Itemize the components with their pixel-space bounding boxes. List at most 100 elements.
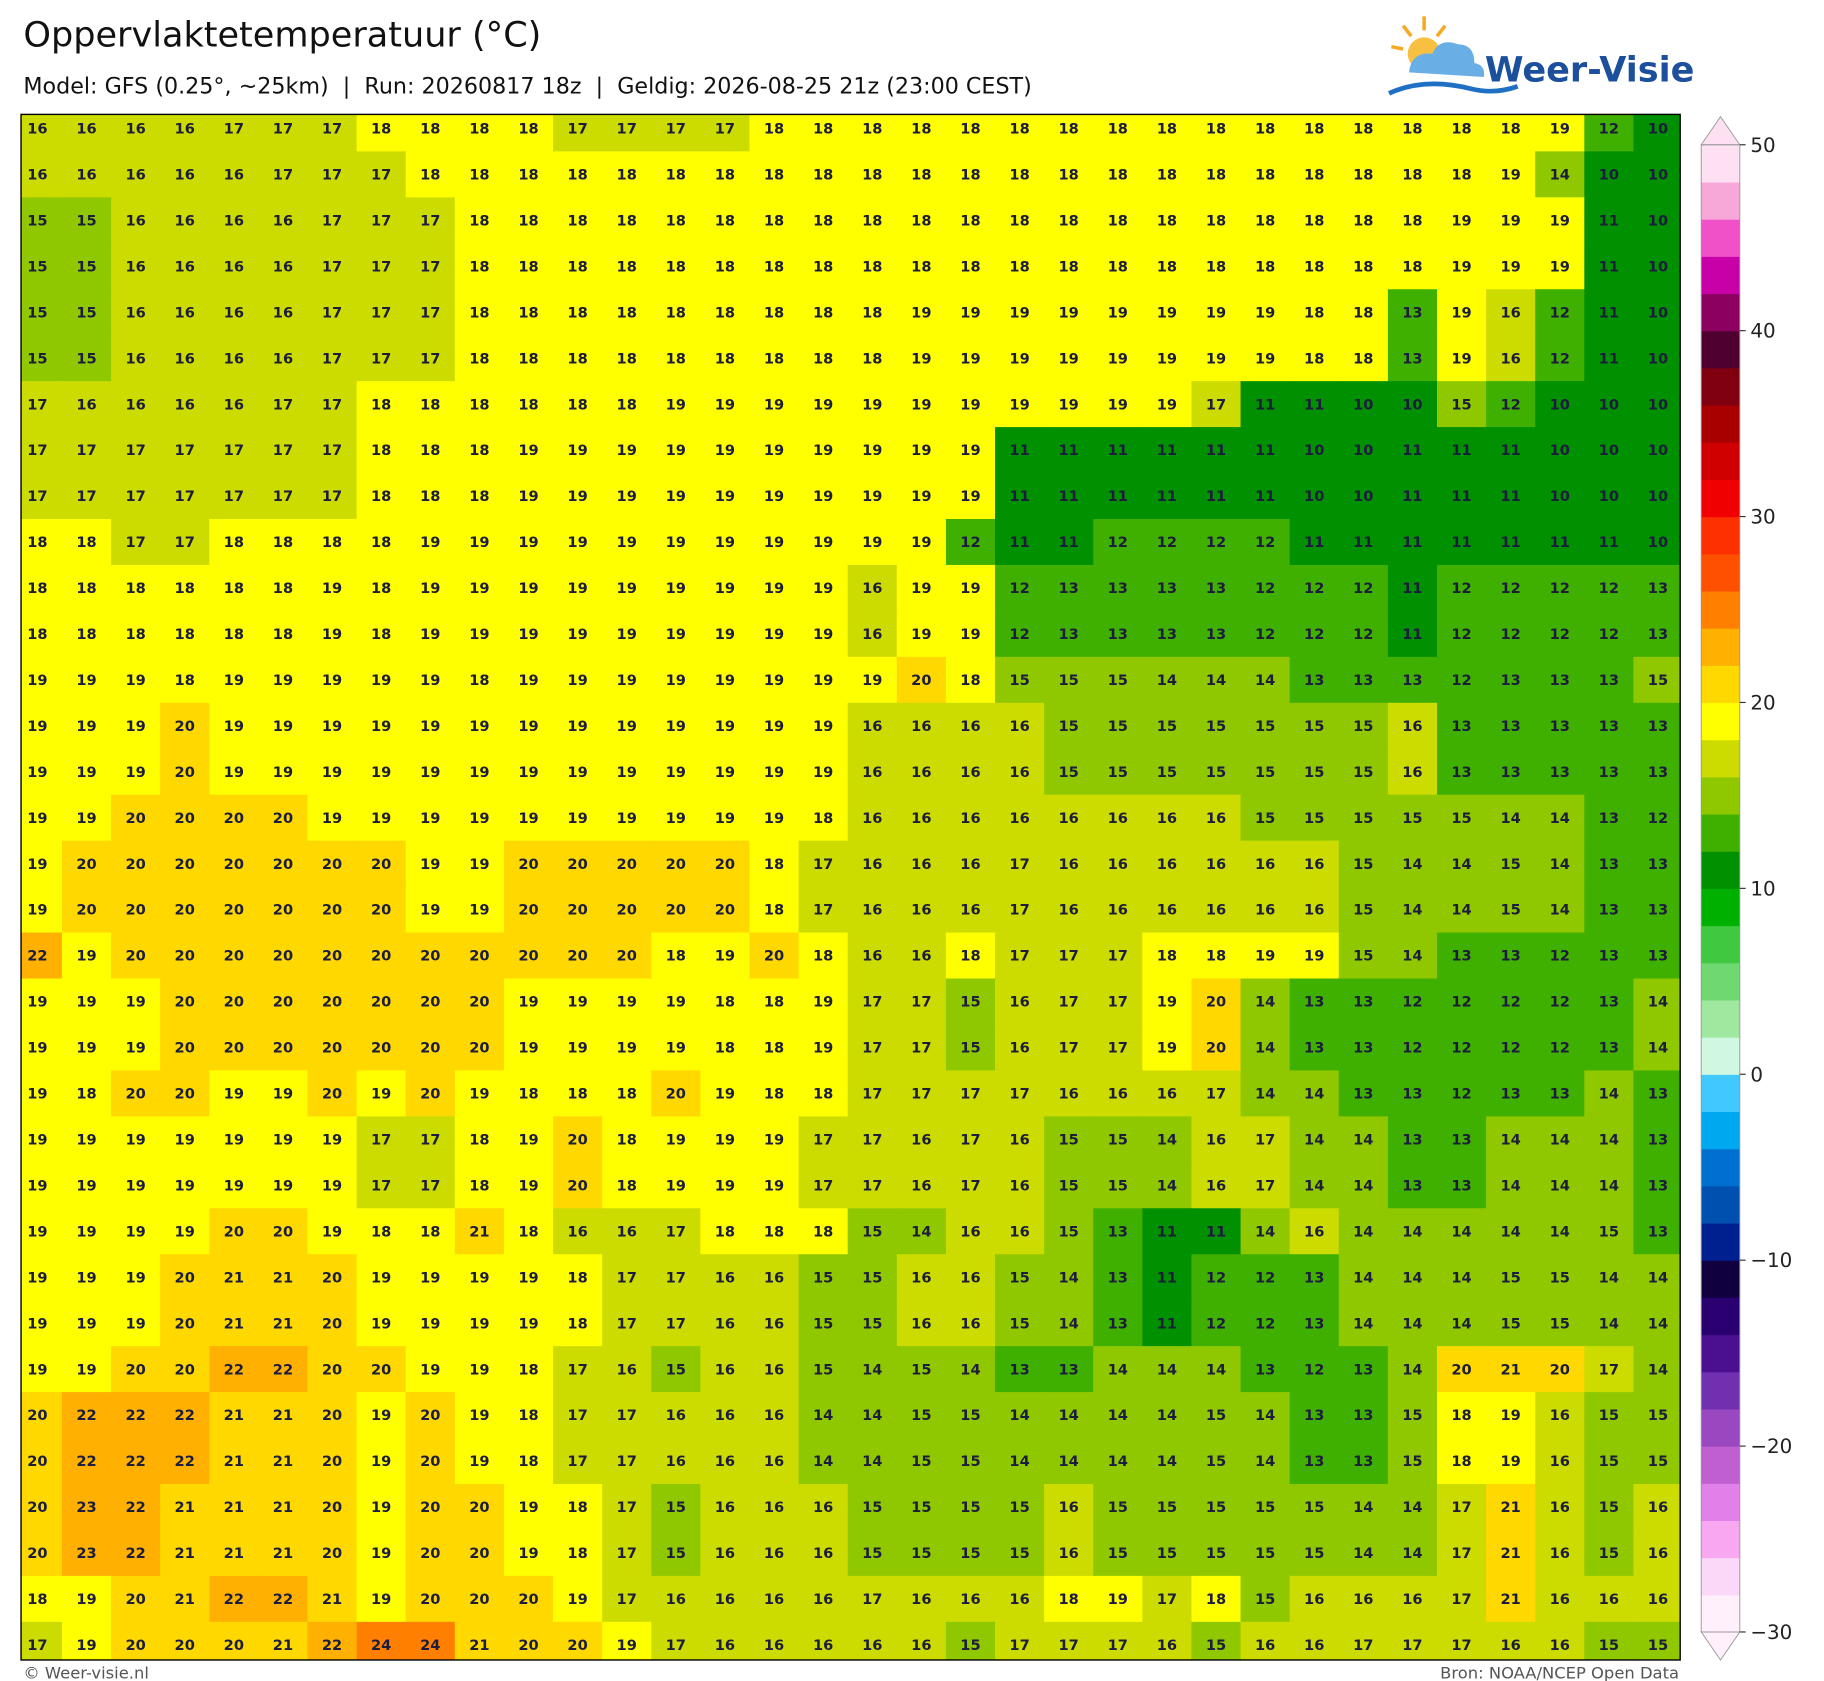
cell-value: 14 <box>1451 1223 1471 1240</box>
cell-value: 19 <box>617 1040 637 1057</box>
grid-cell <box>1338 1070 1389 1118</box>
grid-cell <box>454 932 505 980</box>
cell-value: 18 <box>27 626 47 643</box>
cell-value: 17 <box>1255 1177 1275 1194</box>
grid-cell <box>798 1024 849 1072</box>
grid-cell <box>1535 1208 1586 1255</box>
grid-cell <box>847 932 898 980</box>
cell-value: 17 <box>1353 1637 1373 1654</box>
cell-value: 13 <box>1648 856 1668 873</box>
grid-cell <box>1142 564 1193 612</box>
cell-value: 14 <box>1353 1269 1373 1286</box>
grid-cell <box>1240 610 1291 658</box>
cell-value: 16 <box>715 1361 735 1378</box>
cell-value: 10 <box>1402 396 1422 413</box>
cell-value: 14 <box>1451 856 1471 873</box>
grid-cell <box>700 1392 751 1439</box>
cell-value: 19 <box>175 1132 195 1149</box>
grid-cell <box>1240 1300 1291 1347</box>
grid-cell <box>1486 1438 1536 1485</box>
grid-cell <box>405 114 456 153</box>
grid-cell <box>1142 1208 1193 1255</box>
grid-cell <box>1240 794 1291 842</box>
grid-cell <box>21 114 63 153</box>
cell-value: 13 <box>1599 994 1619 1011</box>
grid-cell <box>749 114 800 153</box>
grid-cell <box>1584 335 1635 382</box>
grid-cell <box>1093 243 1144 290</box>
grid-cell <box>111 656 161 704</box>
grid-cell <box>1535 1346 1586 1393</box>
colorbar-band <box>1701 1408 1740 1447</box>
grid-cell <box>651 114 702 153</box>
grid-cell <box>1338 473 1389 520</box>
logo: Weer-Visie <box>1388 16 1694 96</box>
grid-cell <box>553 748 603 796</box>
grid-cell <box>1142 1024 1193 1072</box>
cell-value: 17 <box>862 1591 882 1608</box>
grid-cell <box>651 1208 702 1255</box>
cell-value: 18 <box>1009 258 1029 275</box>
cell-value: 19 <box>371 810 391 827</box>
cell-value: 11 <box>1255 396 1275 413</box>
grid-cell <box>160 1254 210 1301</box>
cell-value: 19 <box>518 672 538 689</box>
cell-value: 15 <box>666 1545 686 1562</box>
grid-cell <box>1436 932 1487 980</box>
cell-value: 17 <box>371 304 391 321</box>
grid-cell <box>1633 518 1681 566</box>
cell-value: 19 <box>567 534 587 551</box>
cell-value: 18 <box>567 1269 587 1286</box>
cell-value: 21 <box>224 1453 244 1470</box>
grid-cell <box>307 518 358 566</box>
grid-cell <box>847 1208 898 1255</box>
cell-value: 18 <box>764 167 784 184</box>
cell-value: 21 <box>1500 1499 1520 1516</box>
cell-value: 18 <box>715 212 735 229</box>
grid-cell <box>1093 381 1144 428</box>
grid-cell <box>111 932 161 980</box>
grid-cell <box>1338 1300 1389 1347</box>
grid-cell <box>356 702 407 750</box>
grid-cell <box>454 886 505 934</box>
cell-value: 15 <box>1648 1407 1668 1424</box>
grid-cell <box>1142 381 1193 428</box>
grid-cell <box>700 381 751 428</box>
cell-value: 20 <box>469 1040 489 1057</box>
grid-cell <box>651 564 702 612</box>
grid-cell <box>61 151 112 199</box>
cell-value: 18 <box>518 121 538 138</box>
cell-value: 19 <box>960 350 980 367</box>
grid-cell <box>1486 243 1536 290</box>
colorbar-band <box>1701 1557 1740 1596</box>
grid-cell <box>1191 518 1242 566</box>
cell-value: 18 <box>469 488 489 505</box>
grid-cell <box>1486 794 1536 842</box>
cell-value: 21 <box>1500 1591 1520 1608</box>
grid-cell <box>602 978 652 1026</box>
cell-value: 15 <box>1255 1545 1275 1562</box>
cell-value: 18 <box>1353 212 1373 229</box>
grid-cell <box>61 1438 112 1485</box>
cell-value: 19 <box>371 1499 391 1516</box>
cell-value: 18 <box>617 304 637 321</box>
grid-cell <box>1584 243 1635 290</box>
cell-value: 11 <box>1206 442 1226 459</box>
cell-value: 16 <box>1500 1637 1520 1654</box>
cell-value: 12 <box>1500 994 1520 1011</box>
cell-value: 19 <box>469 534 489 551</box>
cell-value: 17 <box>1108 994 1128 1011</box>
cell-value: 16 <box>1157 1086 1177 1103</box>
cell-value: 18 <box>1157 121 1177 138</box>
grid-cell <box>1142 1162 1193 1209</box>
cell-value: 11 <box>1599 258 1619 275</box>
grid-cell <box>454 243 505 290</box>
grid-cell <box>1486 748 1536 796</box>
grid-cell <box>602 1254 652 1301</box>
cell-value: 14 <box>862 1361 882 1378</box>
grid-cell <box>160 932 210 980</box>
grid-cell <box>503 1483 554 1531</box>
grid-cell <box>798 1254 849 1301</box>
cell-value: 12 <box>1255 580 1275 597</box>
grid-cell <box>847 381 898 428</box>
